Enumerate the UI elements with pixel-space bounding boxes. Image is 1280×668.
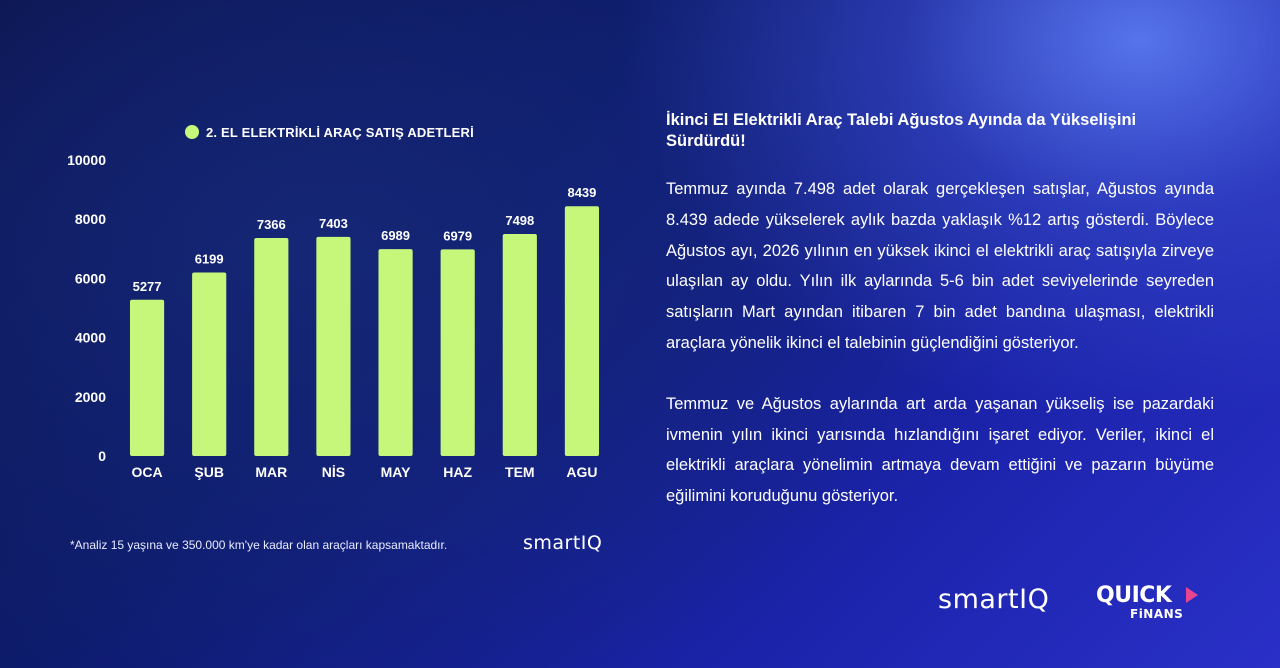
article: İkinci El Elektrikli Araç Talebi Ağustos… <box>666 110 1214 542</box>
x-tick-label: ŞUB <box>194 464 224 480</box>
bar-value-label: 7366 <box>257 217 286 232</box>
finans-logo-text: FiNANS <box>1130 607 1184 621</box>
y-tick-label: 8000 <box>75 211 106 227</box>
quick-logo-text: QUICK <box>1096 583 1172 608</box>
bar <box>192 272 227 456</box>
bar-value-label: 5277 <box>133 279 162 294</box>
quick-arrow-icon <box>1186 587 1198 603</box>
bar <box>129 299 165 456</box>
quick-finans-logo: QUICK FiNANS <box>1096 583 1206 623</box>
x-tick-label: HAZ <box>443 464 472 480</box>
x-tick-label: TEM <box>505 464 535 480</box>
bar-value-label: 7498 <box>505 213 534 228</box>
x-tick-label: MAR <box>255 464 287 480</box>
y-tick-label: 10000 <box>67 152 106 168</box>
bar-value-label: 6989 <box>381 228 410 243</box>
x-tick-label: OCA <box>132 464 163 480</box>
x-tick-label: NİS <box>322 464 345 480</box>
bar <box>254 237 289 456</box>
bar-value-label: 6979 <box>443 228 472 243</box>
x-tick-label: AGU <box>566 464 597 480</box>
bar <box>564 206 600 456</box>
y-tick-label: 0 <box>98 448 106 464</box>
chart-footnote: *Analiz 15 yaşına ve 350.000 km'ye kadar… <box>70 538 448 552</box>
article-paragraph-2: Temmuz ve Ağustos aylarında art arda yaş… <box>666 394 1214 506</box>
bar-chart-svg: 2. EL ELEKTRİKLİ ARAÇ SATIŞ ADETLERİ 0 20… <box>67 125 600 480</box>
bar-value-label: 8439 <box>567 185 596 200</box>
article-paragraph-1: Temmuz ayında 7.498 adet olarak gerçekle… <box>666 180 1214 352</box>
sales-chart: 2. EL ELEKTRİKLİ ARAÇ SATIŞ ADETLERİ 0 20… <box>67 125 600 480</box>
smartiq-logo-small: smartIQ <box>523 532 603 554</box>
bar <box>378 249 413 456</box>
y-tick-label: 4000 <box>75 330 106 346</box>
bar-value-label: 6199 <box>195 252 224 267</box>
x-tick-label: MAY <box>381 464 411 480</box>
bar <box>316 236 351 456</box>
article-title: İkinci El Elektrikli Araç Talebi Ağustos… <box>666 111 1137 150</box>
legend-label: 2. EL ELEKTRİKLİ ARAÇ SATIŞ ADETLERİ <box>206 125 474 140</box>
legend-marker <box>185 125 199 139</box>
smartiq-logo: smartIQ <box>938 584 1050 615</box>
y-tick-label: 6000 <box>75 270 106 286</box>
bar <box>502 234 537 456</box>
y-tick-label: 2000 <box>75 389 106 405</box>
bar <box>440 249 475 456</box>
bar-value-label: 7403 <box>319 216 348 231</box>
